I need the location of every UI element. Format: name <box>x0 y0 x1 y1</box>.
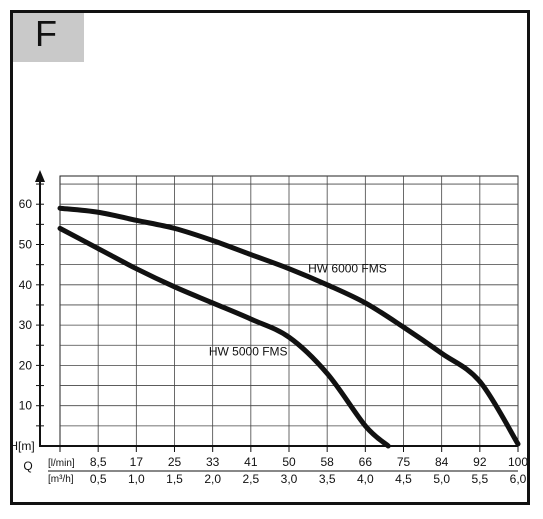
x-tick-label-lmin: 66 <box>359 455 373 469</box>
x-unit-m3h: [m³/h] <box>48 474 74 485</box>
x-tick-label-lmin: 75 <box>397 455 411 469</box>
x-unit-lmin: [l/min] <box>48 458 75 469</box>
x-tick-label-m3h: 5,0 <box>433 472 450 486</box>
x-tick-label-m3h: 5,5 <box>471 472 488 486</box>
x-tick-label-m3h: 4,5 <box>395 472 412 486</box>
series-label-hw6000: HW 6000 FMS <box>308 262 387 276</box>
x-tick-label-lmin: 92 <box>473 455 487 469</box>
x-tick-label-lmin: 41 <box>244 455 258 469</box>
chart-series <box>57 205 521 449</box>
x-tick-label-m3h: 1,5 <box>166 472 183 486</box>
x-tick-label-lmin: 84 <box>435 455 449 469</box>
x-tick-label-lmin: 25 <box>168 455 182 469</box>
x-tick-label-m3h: 6,0 <box>510 472 527 486</box>
x-tick-label-m3h: 4,0 <box>357 472 374 486</box>
y-axis-label: H[m] <box>9 439 34 453</box>
panel-letter-box <box>13 13 84 62</box>
x-tick-label-lmin: 17 <box>130 455 144 469</box>
x-tick-label-m3h: 0,5 <box>90 472 107 486</box>
y-tick-label: 30 <box>19 318 33 332</box>
y-tick-label: 20 <box>19 358 33 372</box>
x-tick-label-m3h: 1,0 <box>128 472 145 486</box>
chart-axes <box>35 170 519 472</box>
x-tick-label-lmin: 33 <box>206 455 220 469</box>
series-line-hw5000 <box>57 225 391 449</box>
panel-letter: F <box>35 13 57 54</box>
x-tick-label-lmin: 58 <box>320 455 334 469</box>
x-tick-label-m3h: 3,5 <box>319 472 336 486</box>
y-tick-label: 40 <box>19 278 33 292</box>
x-tick-label-m3h: 2,0 <box>204 472 221 486</box>
x-tick-label-m3h: 3,0 <box>281 472 298 486</box>
x-axis-label: Q <box>23 459 32 473</box>
x-tick-label-lmin: 100 <box>508 455 528 469</box>
chart-labels: 10 20 30 40 50 60 H[m] Q [l/min] [m³/h] 8,5 17 25 33 4… <box>9 197 528 486</box>
series-line-hw6000 <box>57 205 521 447</box>
x-tick-label-lmin: 8,5 <box>90 455 107 469</box>
figure-frame <box>10 10 530 505</box>
x-tick-label-lmin: 50 <box>282 455 296 469</box>
y-tick-label: 50 <box>19 238 33 252</box>
y-axis-arrow <box>35 170 45 182</box>
y-tick-label: 60 <box>19 197 33 211</box>
y-tick-label: 10 <box>19 399 33 413</box>
x-tick-label-m3h: 2,5 <box>242 472 259 486</box>
series-label-hw5000: HW 5000 FMS <box>209 344 288 358</box>
